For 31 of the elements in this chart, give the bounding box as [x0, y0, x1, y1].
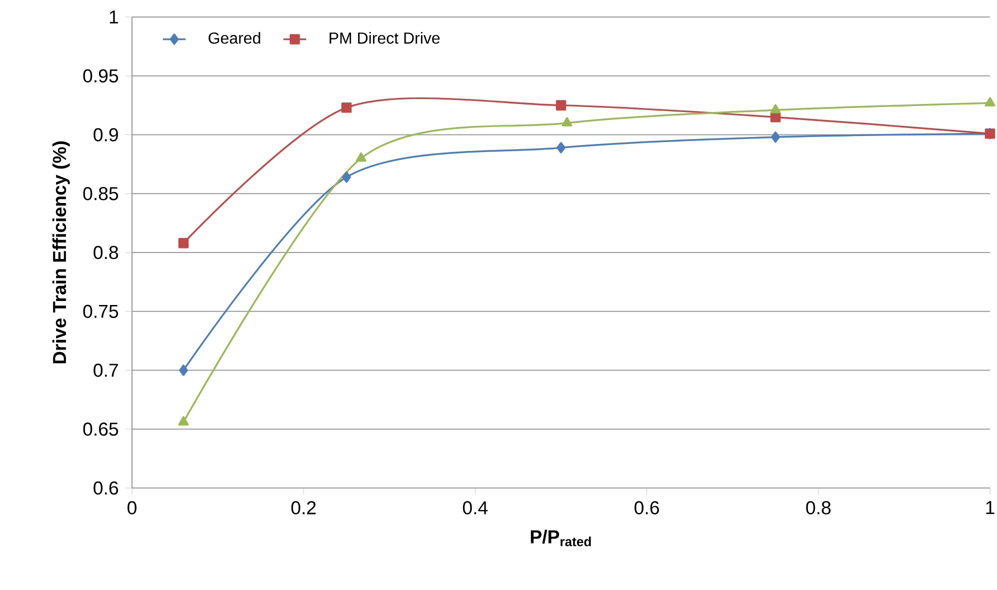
point	[342, 171, 351, 183]
y-tick-label: 0.95	[83, 69, 118, 82]
point	[178, 238, 189, 248]
y-tick-label: 0.7	[94, 364, 118, 377]
y-tick-label: 0.75	[83, 304, 118, 318]
x-tick-label: 0.4	[462, 501, 488, 514]
y-axis-title: Drive Train Efficiency (%)	[52, 141, 70, 364]
point	[556, 100, 566, 110]
point	[356, 152, 366, 162]
point	[341, 102, 352, 113]
x-tick-label: 1	[986, 501, 994, 514]
point	[179, 364, 188, 376]
point	[556, 142, 566, 154]
y-tick-label: 0.65	[83, 422, 118, 436]
x-axis-title: P/P$_{rated}$	[530, 530, 591, 546]
point	[178, 416, 189, 426]
point	[771, 131, 780, 143]
x-tick-label: 0.2	[291, 501, 316, 514]
x-tick-label: 0.8	[806, 501, 831, 514]
legend-label: PM Direct Drive	[330, 32, 440, 44]
y-tick-label: 0.8	[94, 246, 118, 260]
y-tick-label: 0.6	[94, 481, 118, 495]
y-tick-label: 0.9	[94, 128, 118, 142]
point	[770, 104, 781, 114]
point	[562, 117, 572, 126]
y-tick-label: 1	[110, 10, 118, 24]
x-tick-label: 0.6	[634, 501, 659, 514]
y-tick-label: 0.85	[83, 187, 118, 200]
legend-label: Geared	[208, 32, 260, 44]
x-tick-label: 0	[128, 501, 136, 514]
point	[984, 97, 996, 106]
